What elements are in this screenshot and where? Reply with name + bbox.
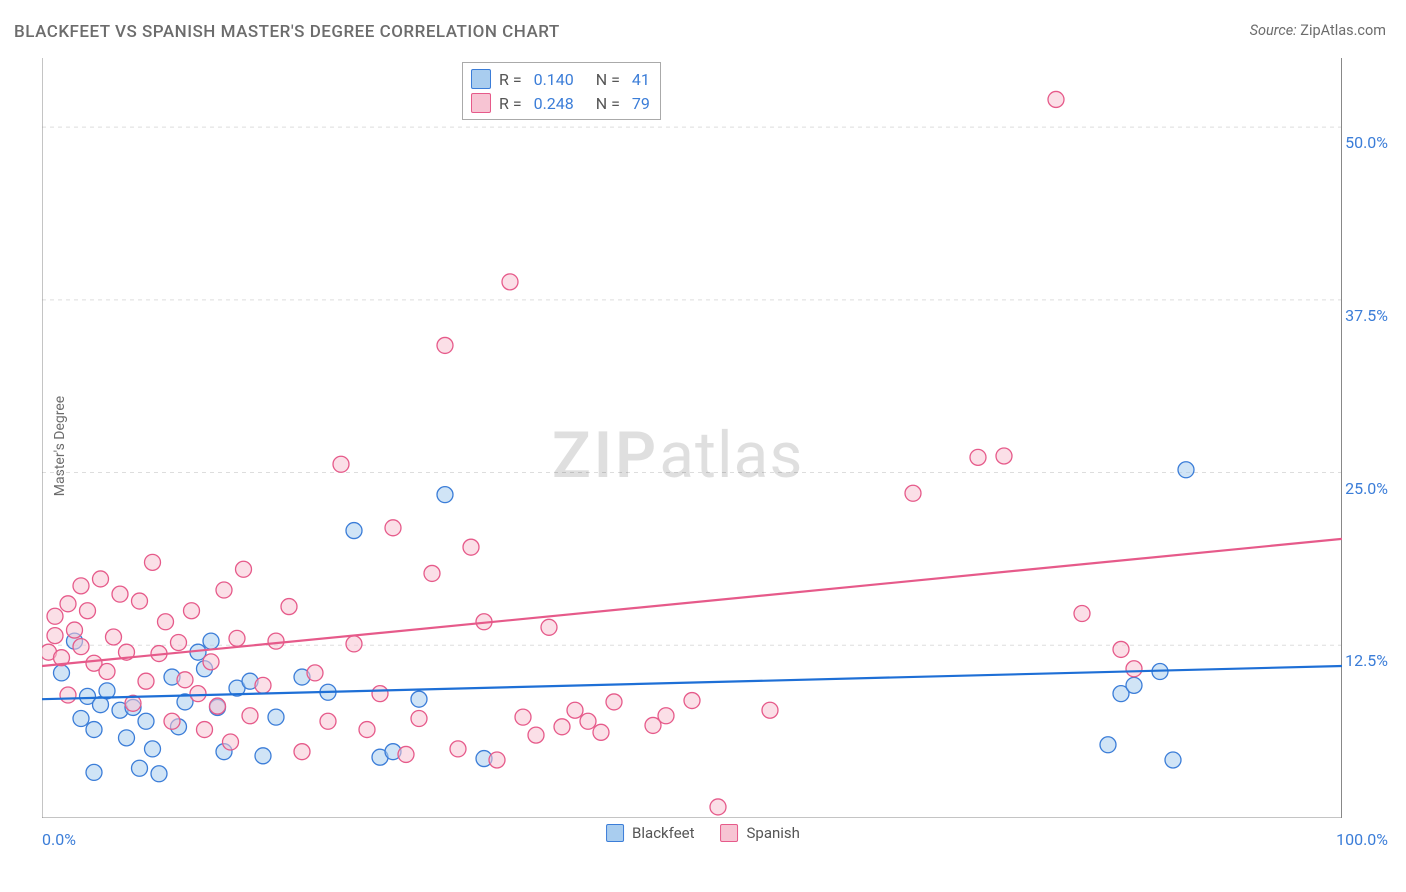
source-name: ZipAtlas.com: [1300, 22, 1386, 39]
y-tick-label: 37.5%: [1345, 306, 1388, 325]
swatch-spanish-bottom: [721, 824, 739, 842]
stats-row-0: R = 0.140 N = 41: [471, 67, 650, 91]
y-tick-label: 25.0%: [1345, 479, 1388, 498]
legend-label-blackfeet: Blackfeet: [632, 824, 694, 842]
swatch-blackfeet: [471, 69, 491, 89]
legend-item-blackfeet: Blackfeet: [606, 824, 694, 842]
legend-item-spanish: Spanish: [721, 824, 800, 842]
y-tick-label: 12.5%: [1345, 651, 1388, 670]
n-value-1: 79: [632, 94, 650, 113]
r-value-0: 0.140: [534, 70, 574, 89]
n-value-0: 41: [632, 70, 650, 89]
scatter-svg: [42, 58, 1342, 818]
stats-legend-box: R = 0.140 N = 41 R = 0.248 N = 79: [462, 62, 661, 120]
stats-row-1: R = 0.248 N = 79: [471, 91, 650, 115]
source-label: Source:: [1250, 22, 1297, 39]
series-legend: Blackfeet Spanish: [606, 824, 800, 842]
y-tick-label: 50.0%: [1345, 133, 1388, 152]
chart-title: BLACKFEET VS SPANISH MASTER'S DEGREE COR…: [14, 22, 560, 42]
x-max-label: 100.0%: [1336, 830, 1388, 849]
swatch-spanish: [471, 93, 491, 113]
x-min-label: 0.0%: [42, 830, 76, 849]
source-attribution: Source: ZipAtlas.com: [1250, 22, 1386, 39]
chart-container: BLACKFEET VS SPANISH MASTER'S DEGREE COR…: [0, 0, 1406, 892]
plot-area: ZIPatlas R = 0.140 N = 41 R = 0.248 N = …: [42, 58, 1342, 818]
legend-label-spanish: Spanish: [747, 824, 800, 842]
swatch-blackfeet-bottom: [606, 824, 624, 842]
r-value-1: 0.248: [534, 94, 574, 113]
